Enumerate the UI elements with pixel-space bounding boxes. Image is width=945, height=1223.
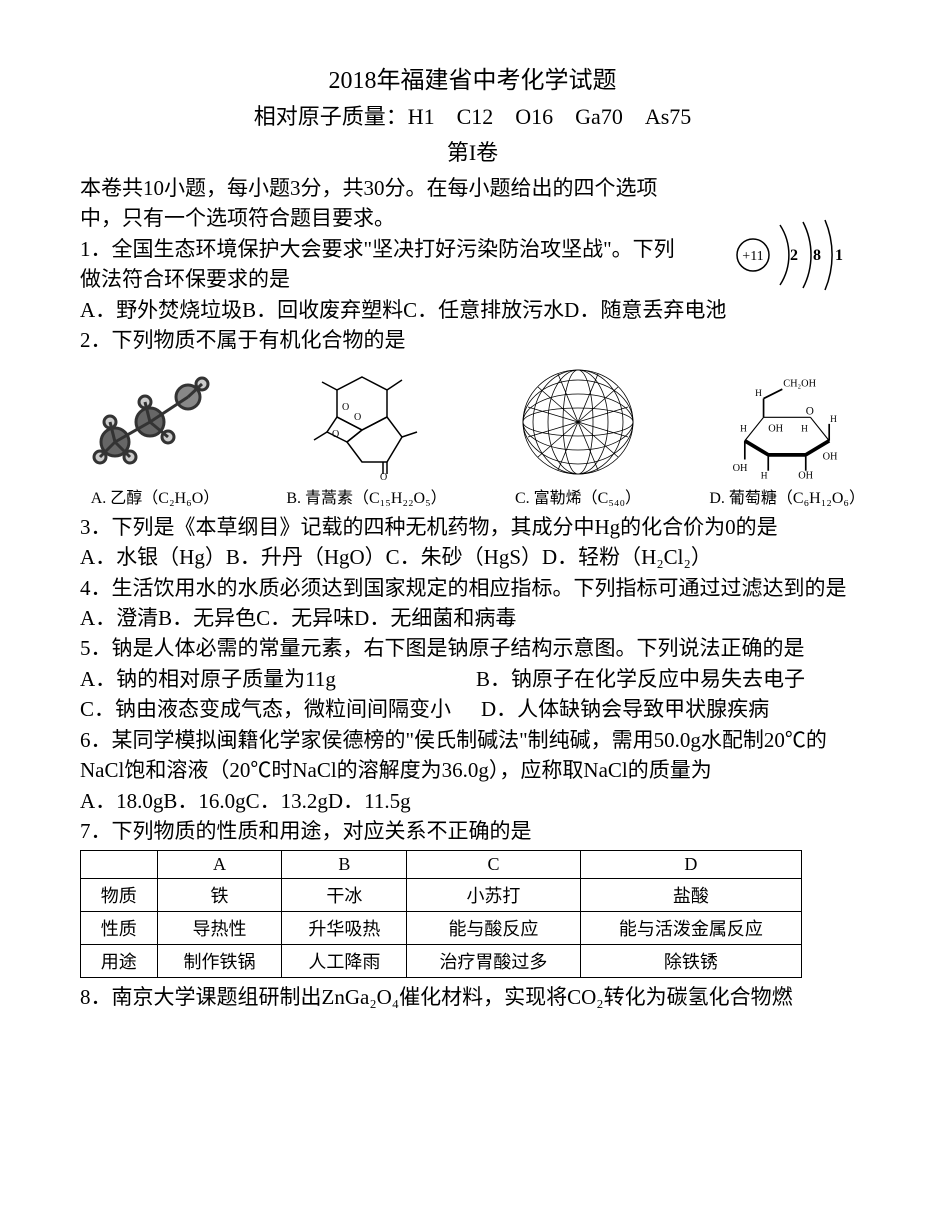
svg-text:1: 1 [835, 247, 843, 264]
q7-stem: 7．下列物质的性质和用途，对应关系不正确的是 [80, 816, 865, 846]
q5-stem: 5．钠是人体必需的常量元素，右下图是钠原子结构示意图。下列说法正确的是 [80, 633, 865, 663]
mol-artemisinin: O O O O B. 青蒿素（C₁₅H₂₂O₅） [286, 362, 446, 508]
q7-h0 [81, 851, 158, 879]
svg-text:2: 2 [790, 247, 798, 264]
q7-r0c2: 干冰 [282, 879, 407, 912]
q8-stem: 8．南京大学课题组研制出ZnGa₂O₄催化材料，实现将CO₂转化为碳氢化合物燃 [80, 982, 865, 1012]
q3-options: A．水银（Hg）B．升丹（HgO）C．朱砂（HgS）D．轻粉（H₂Cl₂） [80, 542, 865, 572]
svg-text:OH: OH [733, 462, 748, 473]
q7-h2: B [282, 851, 407, 879]
q5-option-a: A．钠的相对原子质量为11g [80, 664, 336, 694]
q7-h1: A [157, 851, 282, 879]
q6-stem: 6．某同学模拟闽籍化学家侯德榜的"侯氏制碱法"制纯碱，需用50.0g水配制20℃… [80, 725, 865, 786]
q3-stem: 3．下列是《本草纲目》记载的四种无机药物，其成分中Hg的化合价为0的是 [80, 515, 778, 539]
section-label: 第I卷 [80, 135, 865, 167]
svg-text:O: O [342, 402, 349, 413]
q5-option-c: C．钠由液态变成气态，微粒间间隔变小 [80, 694, 451, 724]
fullerene-structure-icon [503, 362, 653, 482]
q4-stem: 4．生活饮用水的水质必须达到国家规定的相应指标。下列指标可通过过滤达到的是 [80, 573, 865, 603]
svg-text:8: 8 [813, 247, 821, 264]
svg-text:H: H [740, 424, 747, 434]
svg-text:O: O [806, 405, 814, 417]
q7-r0c0: 物质 [81, 879, 158, 912]
exam-title: 2018年福建省中考化学试题 [80, 60, 865, 95]
q7-r1c3: 能与酸反应 [407, 912, 580, 945]
svg-text:OH: OH [798, 470, 813, 481]
q5-option-b: B．钠原子在化学反应中易失去电子 [476, 664, 865, 694]
mol-glucose: O CH₂OH H H OH OH H OH H OH H D. 葡萄糖（C₆H… [709, 362, 865, 508]
mol-artemisinin-caption: B. 青蒿素（C₁₅H₂₂O₅） [286, 484, 446, 508]
q5-option-d: D．人体缺钠会导致甲状腺疾病 [481, 694, 769, 724]
svg-text:O: O [332, 429, 339, 440]
svg-text:H: H [755, 388, 762, 398]
q7-r2c4: 除铁锈 [580, 945, 802, 978]
svg-text:+11: +11 [742, 249, 763, 264]
table-row: A B C D [81, 851, 802, 879]
q7-r2c3: 治疗胃酸过多 [407, 945, 580, 978]
mol-glucose-caption: D. 葡萄糖（C₆H₁₂O₆） [709, 484, 865, 508]
glucose-structure-icon: O CH₂OH H H OH OH H OH H OH H [712, 362, 862, 482]
q7-r0c1: 铁 [157, 879, 282, 912]
svg-text:H: H [761, 471, 768, 481]
q7-r1c2: 升华吸热 [282, 912, 407, 945]
q7-r2c2: 人工降雨 [282, 945, 407, 978]
mol-fullerene: C. 富勒烯（C₅₄₀） [503, 362, 653, 508]
q7-h3: C [407, 851, 580, 879]
q6-options: A．18.0gB．16.0gC．13.2gD．11.5g [80, 786, 865, 816]
q7-r1c0: 性质 [81, 912, 158, 945]
svg-text:H: H [830, 415, 837, 425]
mol-fullerene-caption: C. 富勒烯（C₅₄₀） [515, 484, 641, 508]
svg-text:CH₂OH: CH₂OH [783, 378, 816, 389]
svg-text:OH: OH [768, 423, 783, 434]
sodium-atom-diagram: +11 2 8 1 [725, 210, 885, 300]
artemisinin-structure-icon: O O O O [292, 362, 442, 482]
q2-stem: 2．下列物质不属于有机化合物的是 [80, 325, 865, 355]
q7-r2c0: 用途 [81, 945, 158, 978]
svg-text:OH: OH [823, 451, 838, 462]
atomic-mass-line: 相对原子质量：H1 C12 O16 Ga70 As75 [80, 99, 865, 131]
svg-text:O: O [380, 472, 387, 482]
mol-ethanol-caption: A. 乙醇（C₂H₆O） [91, 484, 220, 508]
svg-text:O: O [354, 412, 361, 423]
q7-r0c3: 小苏打 [407, 879, 580, 912]
svg-text:H: H [801, 424, 808, 434]
table-row: 性质 导热性 升华吸热 能与酸反应 能与活泼金属反应 [81, 912, 802, 945]
q7-h4: D [580, 851, 802, 879]
q7-r0c4: 盐酸 [580, 879, 802, 912]
table-row: 用途 制作铁锅 人工降雨 治疗胃酸过多 除铁锈 [81, 945, 802, 978]
q7-r1c1: 导热性 [157, 912, 282, 945]
q4-options: A．澄清B．无异色C．无异味D．无细菌和病毒 [80, 603, 865, 633]
q7-table: A B C D 物质 铁 干冰 小苏打 盐酸 性质 导热性 升华吸热 能与酸反应… [80, 850, 802, 978]
table-row: 物质 铁 干冰 小苏打 盐酸 [81, 879, 802, 912]
ethanol-structure-icon [80, 362, 230, 482]
q7-r2c1: 制作铁锅 [157, 945, 282, 978]
q7-r1c4: 能与活泼金属反应 [580, 912, 802, 945]
mol-ethanol: A. 乙醇（C₂H₆O） [80, 362, 230, 508]
molecule-row: A. 乙醇（C₂H₆O） O O O O [80, 362, 865, 508]
